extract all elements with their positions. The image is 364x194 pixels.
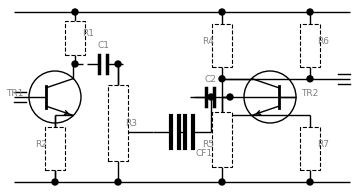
- Circle shape: [219, 9, 225, 15]
- Circle shape: [307, 76, 313, 82]
- Circle shape: [115, 179, 121, 185]
- Text: R2: R2: [35, 140, 47, 149]
- Circle shape: [219, 76, 225, 82]
- Text: C2: C2: [204, 74, 216, 83]
- Circle shape: [208, 94, 214, 100]
- Bar: [212, 24, 232, 67]
- Circle shape: [307, 179, 313, 185]
- Circle shape: [52, 179, 58, 185]
- Text: R1: R1: [82, 29, 94, 38]
- Text: C1: C1: [97, 42, 109, 50]
- Text: R7: R7: [317, 140, 329, 149]
- Circle shape: [307, 9, 313, 15]
- Text: R3: R3: [125, 119, 137, 127]
- Text: R4: R4: [202, 37, 214, 46]
- Bar: [300, 24, 320, 67]
- Circle shape: [72, 9, 78, 15]
- Circle shape: [227, 94, 233, 100]
- Text: TR2: TR2: [301, 88, 318, 98]
- Text: R5: R5: [202, 140, 214, 149]
- Circle shape: [115, 61, 121, 67]
- Circle shape: [219, 179, 225, 185]
- Bar: [108, 85, 128, 161]
- Text: TR1: TR1: [6, 88, 24, 98]
- Text: CF1: CF1: [195, 150, 213, 158]
- Text: R6: R6: [317, 37, 329, 46]
- Bar: [300, 127, 320, 170]
- Bar: [65, 21, 85, 55]
- Bar: [212, 112, 232, 167]
- Circle shape: [72, 61, 78, 67]
- Bar: [45, 127, 65, 170]
